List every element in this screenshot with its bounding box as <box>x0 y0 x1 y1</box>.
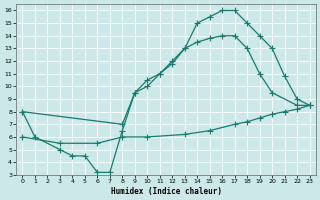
X-axis label: Humidex (Indice chaleur): Humidex (Indice chaleur) <box>110 187 221 196</box>
